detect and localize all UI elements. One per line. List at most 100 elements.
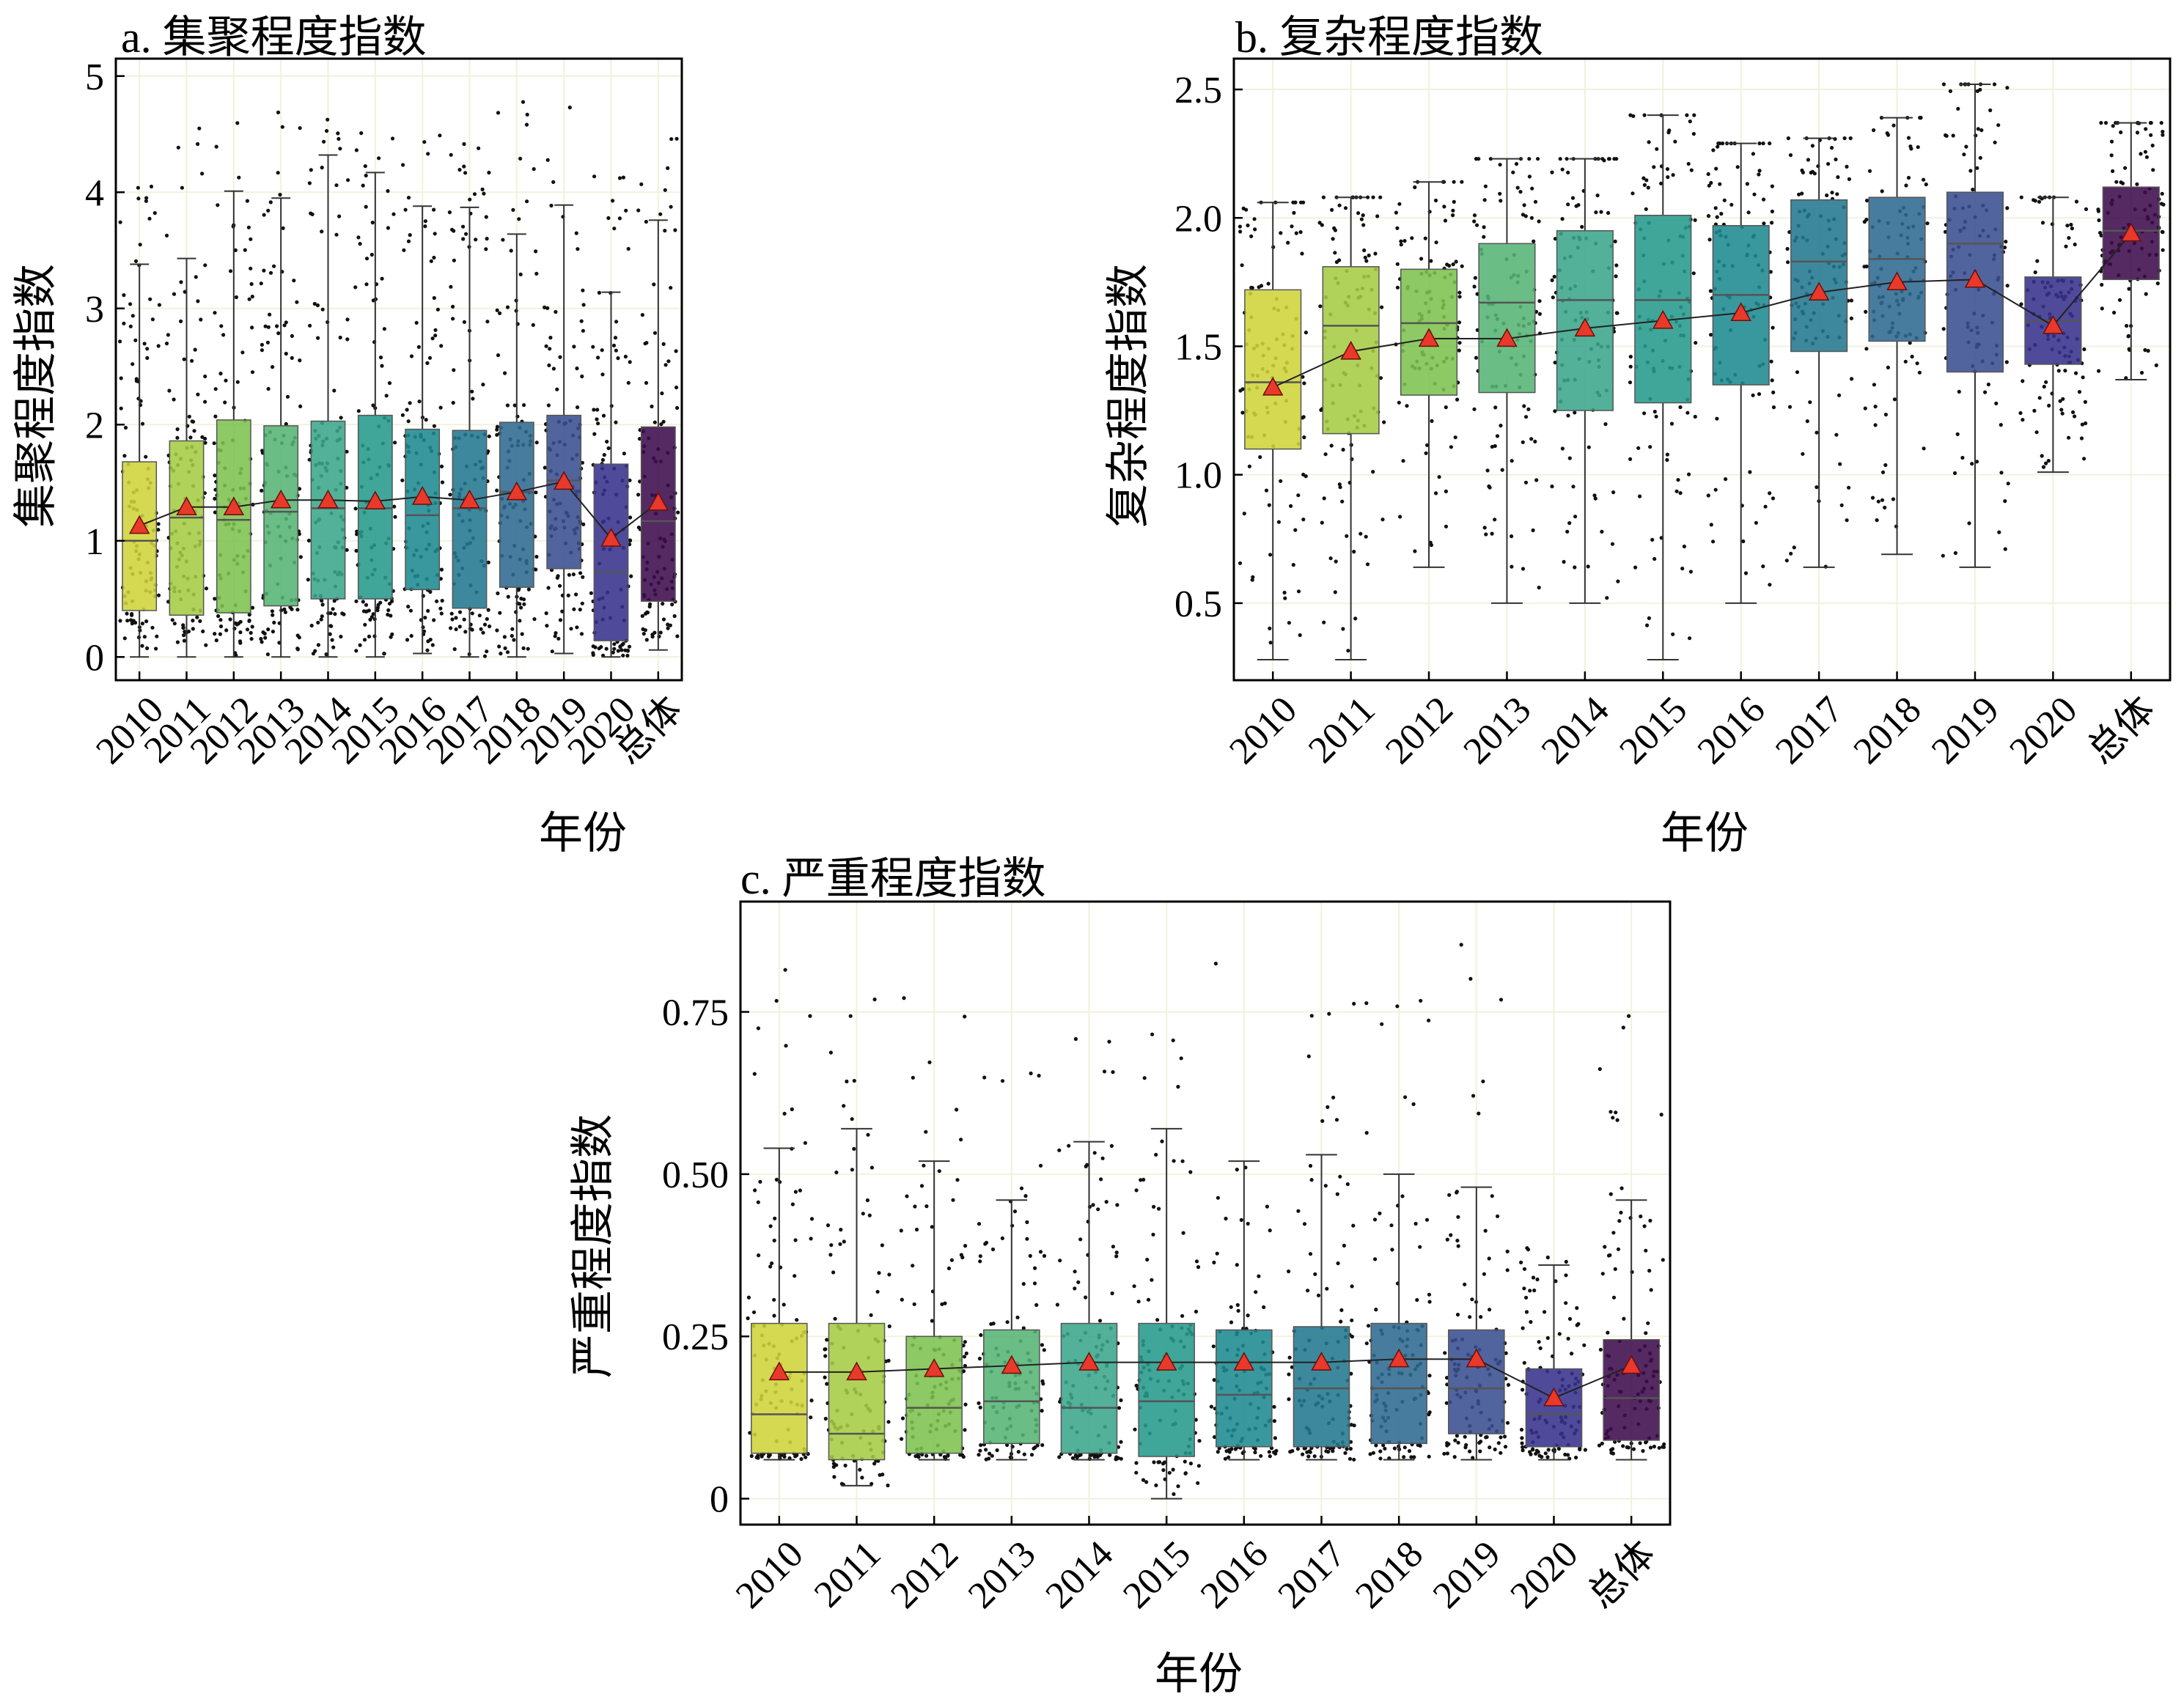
mean-marker — [223, 496, 245, 515]
data-point — [1264, 488, 1269, 493]
data-point — [1323, 452, 1328, 457]
data-point — [2034, 430, 2039, 435]
data-point — [1941, 327, 1946, 331]
data-point — [1873, 423, 1878, 427]
data-point — [624, 208, 628, 213]
data-point — [391, 212, 396, 216]
data-point — [1883, 463, 1888, 468]
data-point — [1490, 531, 1494, 536]
data-point — [977, 1453, 981, 1457]
data-point — [200, 172, 205, 176]
data-point — [1333, 590, 1337, 594]
data-point — [900, 1416, 905, 1421]
data-point — [1334, 1118, 1339, 1122]
data-point — [1522, 1267, 1527, 1271]
data-point — [118, 220, 122, 224]
data-point — [1251, 575, 1255, 579]
data-point — [439, 344, 444, 348]
data-point — [1754, 520, 1758, 525]
data-point — [793, 1190, 798, 1194]
data-point — [1614, 311, 1619, 315]
data-point — [621, 641, 625, 646]
data-point — [367, 634, 372, 639]
data-point — [1102, 1069, 1107, 1074]
data-point — [1500, 468, 1504, 472]
data-point — [1358, 531, 1363, 536]
data-point — [197, 126, 202, 130]
data-point — [298, 404, 303, 409]
data-point — [1042, 1348, 1046, 1352]
data-point — [339, 416, 343, 420]
data-point — [2154, 363, 2158, 367]
data-point — [1067, 1143, 1071, 1148]
data-point — [1609, 1451, 1614, 1455]
data-point — [2149, 121, 2153, 125]
data-point — [260, 348, 264, 353]
data-point — [601, 413, 606, 418]
data-point — [172, 622, 177, 626]
data-point — [1522, 1360, 1526, 1365]
data-point — [1468, 976, 1473, 981]
data-point — [1451, 208, 1455, 213]
data-point — [498, 611, 502, 615]
data-point — [487, 434, 491, 438]
data-point — [166, 333, 170, 337]
panel-c-xlabel: 年份 — [1155, 1650, 1243, 1698]
data-point — [1941, 553, 1945, 558]
data-point — [1472, 407, 1477, 411]
data-point — [1402, 239, 1407, 243]
data-point — [1378, 195, 1383, 199]
data-point — [262, 213, 266, 217]
data-point — [1565, 157, 1569, 161]
data-point — [237, 175, 241, 180]
data-point — [461, 237, 466, 241]
data-point — [1533, 439, 1537, 444]
data-point — [1301, 1452, 1305, 1456]
data-point — [1223, 1456, 1227, 1461]
data-point — [1134, 1470, 1139, 1475]
data-point — [452, 647, 457, 652]
data-point — [1524, 415, 1529, 419]
data-point — [426, 152, 430, 156]
data-point — [2071, 410, 2075, 415]
data-point — [1475, 223, 1479, 227]
data-point — [405, 408, 409, 412]
data-point — [1445, 1376, 1449, 1380]
data-point — [1444, 405, 1448, 410]
data-point — [386, 189, 390, 194]
data-point — [1337, 203, 1342, 207]
data-point — [1400, 1194, 1405, 1198]
data-point — [213, 311, 217, 315]
data-point — [1040, 1379, 1045, 1383]
mean-marker — [1466, 1348, 1488, 1368]
data-point — [1505, 1249, 1510, 1253]
data-point — [440, 598, 444, 603]
data-point — [308, 323, 312, 328]
data-point — [250, 325, 254, 330]
data-point — [1557, 1332, 1562, 1336]
data-point — [1333, 228, 1337, 232]
data-point — [122, 454, 127, 458]
data-point — [2047, 403, 2051, 408]
data-point — [1366, 195, 1370, 199]
data-point — [123, 425, 128, 430]
data-point — [872, 997, 877, 1002]
data-point — [1213, 962, 1218, 966]
data-point — [2019, 195, 2023, 199]
data-point — [284, 351, 288, 356]
data-point — [1689, 168, 1694, 172]
data-point — [669, 137, 674, 141]
data-point — [246, 225, 251, 229]
data-point — [425, 361, 430, 365]
data-point — [1706, 214, 1711, 218]
data-point — [591, 345, 595, 349]
data-point — [1616, 1247, 1621, 1251]
data-point — [342, 612, 346, 616]
data-point — [1380, 517, 1385, 522]
data-point — [1847, 485, 1851, 490]
data-point — [1114, 1250, 1119, 1255]
data-point — [1019, 1186, 1024, 1190]
data-point — [1769, 359, 1773, 364]
box-总体 — [640, 219, 676, 651]
data-point — [2161, 130, 2165, 134]
